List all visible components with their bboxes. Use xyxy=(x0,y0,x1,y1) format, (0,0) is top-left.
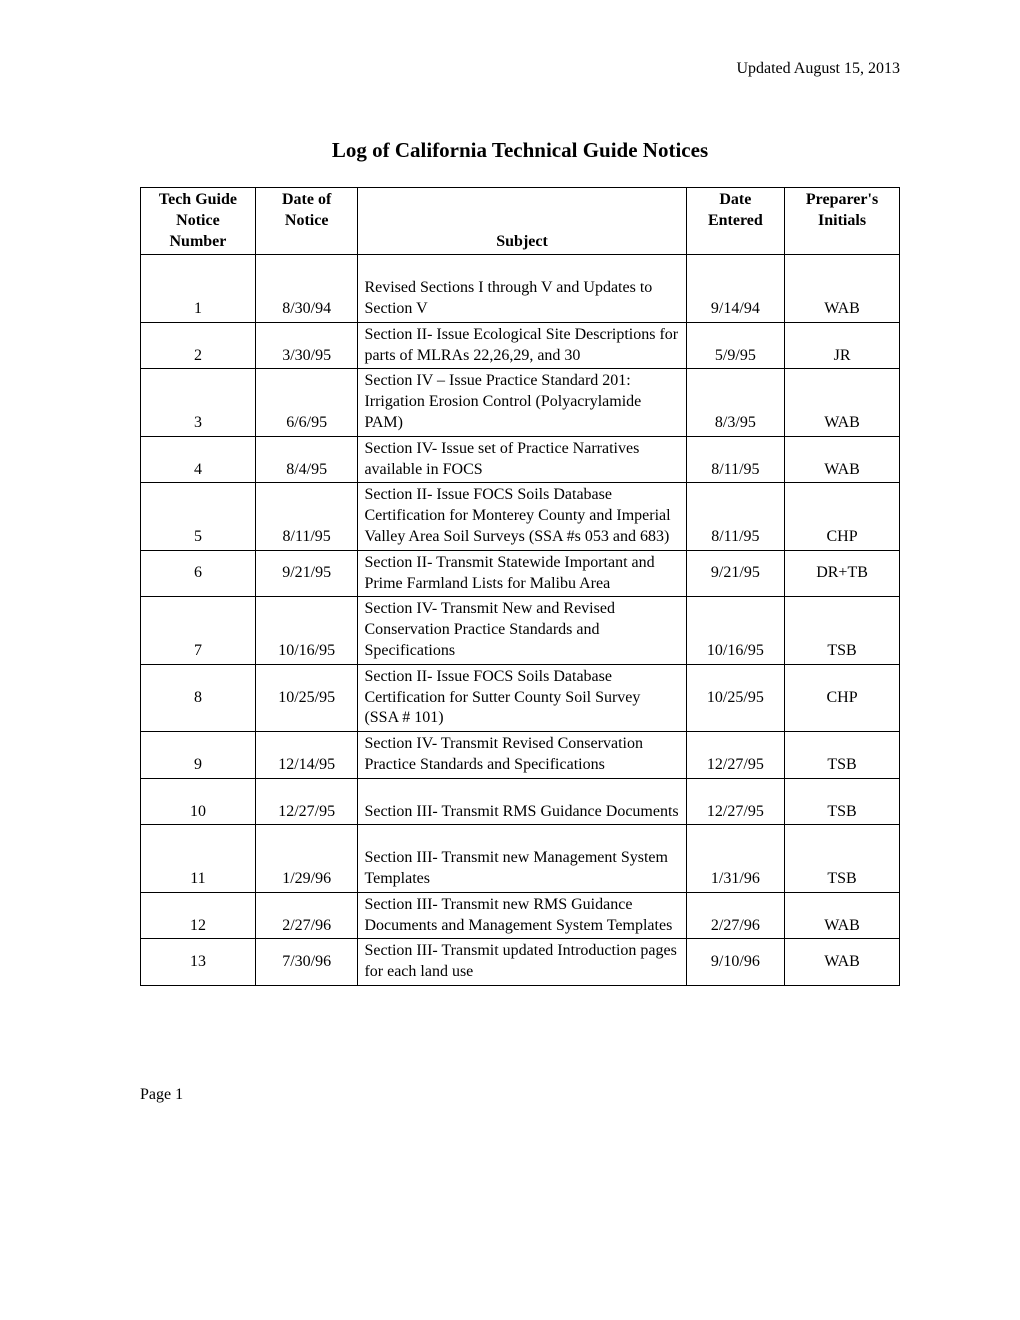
cell-notice-number: 11 xyxy=(141,825,256,892)
cell-date-of-notice: 6/6/95 xyxy=(255,369,358,436)
cell-subject: Section IV- Transmit Revised Conservatio… xyxy=(358,732,686,779)
cell-date-of-notice: 12/14/95 xyxy=(255,732,358,779)
cell-notice-number: 1 xyxy=(141,255,256,322)
cell-date-entered: 2/27/96 xyxy=(686,892,784,939)
cell-date-entered: 9/10/96 xyxy=(686,939,784,986)
cell-notice-number: 4 xyxy=(141,436,256,483)
cell-date-of-notice: 10/16/95 xyxy=(255,597,358,664)
cell-date-entered: 8/3/95 xyxy=(686,369,784,436)
col-subject: Subject xyxy=(358,188,686,255)
col-date-entered: Date Entered xyxy=(686,188,784,255)
cell-notice-number: 5 xyxy=(141,483,256,550)
cell-subject: Section II- Issue FOCS Soils Database Ce… xyxy=(358,664,686,731)
table-row: 18/30/94Revised Sections I through V and… xyxy=(141,255,900,322)
cell-preparer-initials: WAB xyxy=(785,939,900,986)
cell-notice-number: 13 xyxy=(141,939,256,986)
cell-date-entered: 9/21/95 xyxy=(686,550,784,597)
cell-preparer-initials: TSB xyxy=(785,732,900,779)
table-row: 1012/27/95Section III- Transmit RMS Guid… xyxy=(141,778,900,825)
cell-subject: Section IV- Transmit New and Revised Con… xyxy=(358,597,686,664)
table-row: 710/16/95Section IV- Transmit New and Re… xyxy=(141,597,900,664)
cell-preparer-initials: TSB xyxy=(785,825,900,892)
cell-date-entered: 12/27/95 xyxy=(686,778,784,825)
cell-notice-number: 6 xyxy=(141,550,256,597)
cell-preparer-initials: CHP xyxy=(785,664,900,731)
cell-date-of-notice: 2/27/96 xyxy=(255,892,358,939)
cell-date-entered: 8/11/95 xyxy=(686,436,784,483)
cell-preparer-initials: JR xyxy=(785,322,900,369)
cell-date-of-notice: 3/30/95 xyxy=(255,322,358,369)
cell-date-entered: 5/9/95 xyxy=(686,322,784,369)
cell-subject: Section II- Transmit Statewide Important… xyxy=(358,550,686,597)
cell-preparer-initials: DR+TB xyxy=(785,550,900,597)
cell-notice-number: 2 xyxy=(141,322,256,369)
cell-date-of-notice: 9/21/95 xyxy=(255,550,358,597)
table-header-row: Tech Guide Notice Number Date of Notice … xyxy=(141,188,900,255)
cell-preparer-initials: WAB xyxy=(785,892,900,939)
table-row: 48/4/95Section IV- Issue set of Practice… xyxy=(141,436,900,483)
cell-date-entered: 10/16/95 xyxy=(686,597,784,664)
cell-date-entered: 10/25/95 xyxy=(686,664,784,731)
cell-notice-number: 10 xyxy=(141,778,256,825)
col-notice-number: Tech Guide Notice Number xyxy=(141,188,256,255)
cell-preparer-initials: TSB xyxy=(785,597,900,664)
updated-date: Updated August 15, 2013 xyxy=(140,60,900,78)
cell-notice-number: 12 xyxy=(141,892,256,939)
cell-subject: Section III- Transmit new RMS Guidance D… xyxy=(358,892,686,939)
cell-notice-number: 3 xyxy=(141,369,256,436)
table-row: 58/11/95Section II- Issue FOCS Soils Dat… xyxy=(141,483,900,550)
cell-subject: Section II- Issue FOCS Soils Database Ce… xyxy=(358,483,686,550)
cell-date-of-notice: 1/29/96 xyxy=(255,825,358,892)
cell-date-entered: 1/31/96 xyxy=(686,825,784,892)
cell-subject: Section IV- Issue set of Practice Narrat… xyxy=(358,436,686,483)
page-title: Log of California Technical Guide Notice… xyxy=(140,138,900,163)
page-number: Page 1 xyxy=(140,1086,900,1104)
cell-date-of-notice: 10/25/95 xyxy=(255,664,358,731)
cell-date-entered: 8/11/95 xyxy=(686,483,784,550)
cell-notice-number: 8 xyxy=(141,664,256,731)
table-row: 111/29/96Section III- Transmit new Manag… xyxy=(141,825,900,892)
cell-subject: Section III- Transmit updated Introducti… xyxy=(358,939,686,986)
cell-preparer-initials: WAB xyxy=(785,255,900,322)
cell-date-entered: 12/27/95 xyxy=(686,732,784,779)
table-row: 36/6/95Section IV – Issue Practice Stand… xyxy=(141,369,900,436)
cell-preparer-initials: TSB xyxy=(785,778,900,825)
notices-table: Tech Guide Notice Number Date of Notice … xyxy=(140,187,900,986)
cell-subject: Section III- Transmit RMS Guidance Docum… xyxy=(358,778,686,825)
col-date-of-notice: Date of Notice xyxy=(255,188,358,255)
table-row: 69/21/95Section II- Transmit Statewide I… xyxy=(141,550,900,597)
cell-subject: Revised Sections I through V and Updates… xyxy=(358,255,686,322)
cell-preparer-initials: WAB xyxy=(785,436,900,483)
cell-date-of-notice: 8/4/95 xyxy=(255,436,358,483)
cell-date-of-notice: 8/11/95 xyxy=(255,483,358,550)
table-body: 18/30/94Revised Sections I through V and… xyxy=(141,255,900,986)
cell-preparer-initials: CHP xyxy=(785,483,900,550)
cell-notice-number: 7 xyxy=(141,597,256,664)
table-row: 912/14/95Section IV- Transmit Revised Co… xyxy=(141,732,900,779)
table-row: 137/30/96Section III- Transmit updated I… xyxy=(141,939,900,986)
cell-date-of-notice: 8/30/94 xyxy=(255,255,358,322)
cell-subject: Section II- Issue Ecological Site Descri… xyxy=(358,322,686,369)
table-row: 122/27/96Section III- Transmit new RMS G… xyxy=(141,892,900,939)
cell-subject: Section III- Transmit new Management Sys… xyxy=(358,825,686,892)
cell-date-of-notice: 7/30/96 xyxy=(255,939,358,986)
col-preparer-initials: Preparer's Initials xyxy=(785,188,900,255)
cell-preparer-initials: WAB xyxy=(785,369,900,436)
cell-date-of-notice: 12/27/95 xyxy=(255,778,358,825)
cell-subject: Section IV – Issue Practice Standard 201… xyxy=(358,369,686,436)
cell-notice-number: 9 xyxy=(141,732,256,779)
table-row: 810/25/95Section II- Issue FOCS Soils Da… xyxy=(141,664,900,731)
table-row: 23/30/95Section II- Issue Ecological Sit… xyxy=(141,322,900,369)
cell-date-entered: 9/14/94 xyxy=(686,255,784,322)
